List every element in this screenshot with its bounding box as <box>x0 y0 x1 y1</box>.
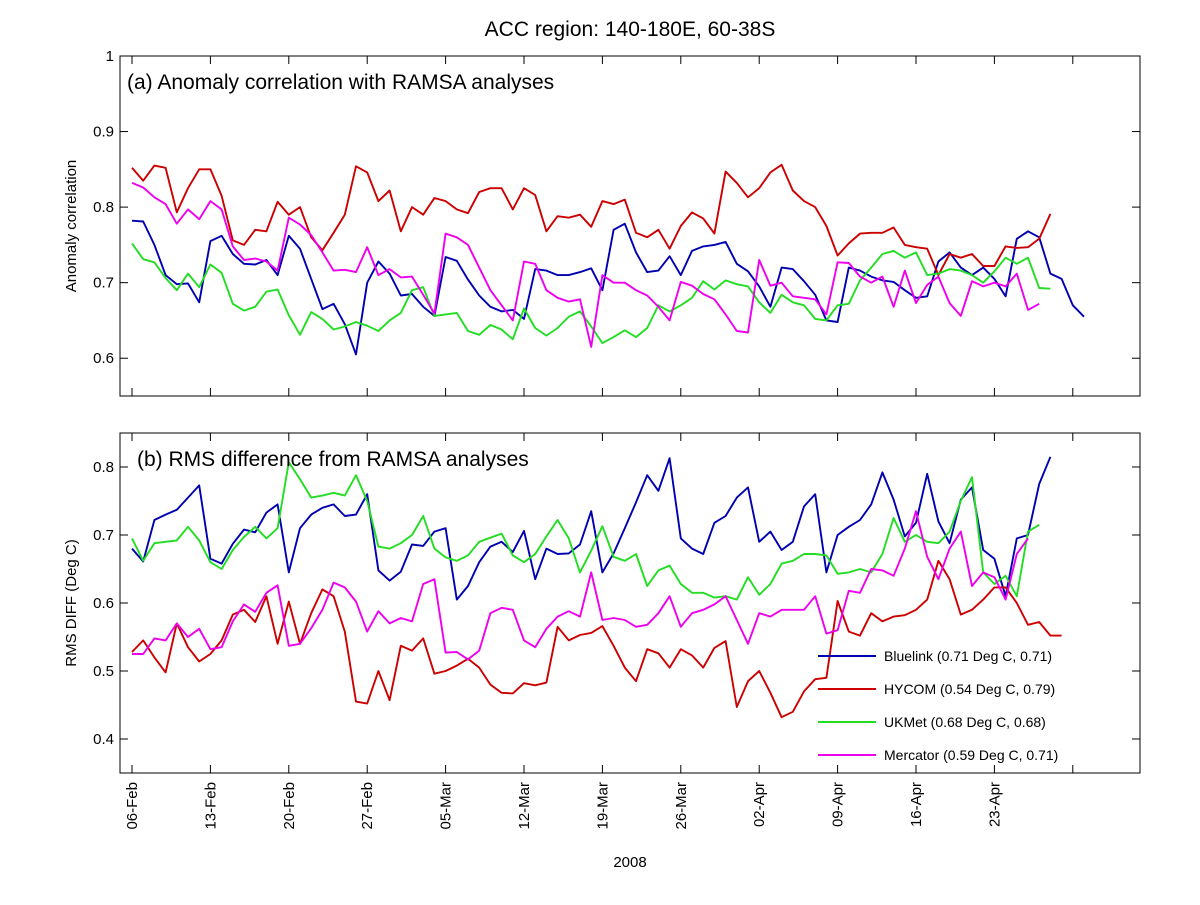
y-tick-label: 1 <box>106 48 114 65</box>
x-tick-label: 20-Feb <box>281 782 298 830</box>
x-tick-label: 05-Mar <box>438 782 455 830</box>
series-line-hycom <box>131 163 1052 277</box>
legend-label: Bluelink (0.71 Deg C, 0.71) <box>884 648 1052 664</box>
series-line-mercator <box>131 182 1040 348</box>
plot-frame <box>119 55 1141 397</box>
x-tick-label: 27-Feb <box>359 782 376 830</box>
series-line-ukmet <box>131 242 1051 345</box>
series-line-mercator <box>132 510 1029 661</box>
x-tick-label: 09-Apr <box>830 782 847 827</box>
legend-label: Mercator (0.59 Deg C, 0.71) <box>884 747 1058 763</box>
y-tick-label: 0.5 <box>93 663 114 680</box>
y-tick-label: 0.9 <box>93 124 114 141</box>
panel-b: 0.4 0.5 0.6 0.7 0.8 06-Feb 13-Feb 20-Feb 27-Feb 0… <box>63 432 1141 830</box>
x-tick-label: 13-Feb <box>202 782 219 830</box>
panel-title: (a) Anomaly correlation with RAMSA analy… <box>127 71 554 94</box>
x-tick-label: 26-Mar <box>673 782 690 830</box>
y-tick-label: 0.8 <box>93 199 114 216</box>
x-tick-label: 23-Apr <box>986 782 1003 827</box>
x-tick-label: 12-Mar <box>516 782 533 830</box>
x-tick-label: 06-Feb <box>124 782 141 830</box>
y-axis-label: RMS DIFF (Deg C) <box>63 539 80 667</box>
y-axis-label: Anomaly correlation <box>63 160 80 293</box>
x-axis-label: 2008 <box>613 854 646 871</box>
legend-label: HYCOM (0.54 Deg C, 0.79) <box>884 681 1055 697</box>
x-tick-label: 16-Apr <box>908 782 925 827</box>
x-tick-label: 19-Mar <box>594 782 611 830</box>
y-tick-label: 0.4 <box>93 731 114 748</box>
figure-title: ACC region: 140-180E, 60-38S <box>485 18 776 41</box>
y-tick-label: 0.8 <box>93 459 114 476</box>
series-line-hycom <box>131 559 1062 719</box>
series-line-bluelink <box>131 219 1085 356</box>
panel-a: 0.6 0.7 0.8 0.9 1 (a) Anomaly correlation wit… <box>63 48 1141 397</box>
x-tick-label: 02-Apr <box>751 782 768 827</box>
legend: Bluelink (0.71 Deg C, 0.71) HYCOM (0.54 D… <box>818 648 1058 763</box>
y-tick-label: 0.7 <box>93 275 114 292</box>
panel-title: (b) RMS difference from RAMSA analyses <box>137 448 529 471</box>
y-tick-label: 0.6 <box>93 595 114 612</box>
y-tick-label: 0.6 <box>93 350 114 367</box>
series-line-ukmet <box>131 461 1040 601</box>
y-tick-label: 0.7 <box>93 527 114 544</box>
series-line-bluelink <box>131 456 1052 601</box>
legend-label: UKMet (0.68 Deg C, 0.68) <box>884 714 1046 730</box>
